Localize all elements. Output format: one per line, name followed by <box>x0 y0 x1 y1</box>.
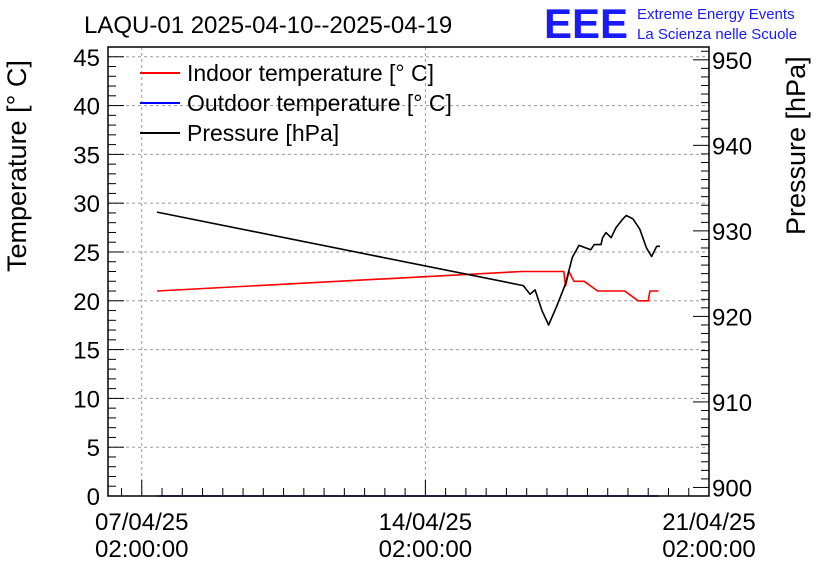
y-axis-label-right: Pressure [hPa] <box>781 56 811 235</box>
series-layer <box>156 211 660 497</box>
legend-label: Indoor temperature [° C] <box>187 60 434 86</box>
y-right-tick-label: 940 <box>712 133 752 160</box>
x-tick-label-time: 02:00:00 <box>662 536 755 563</box>
y-left-tick-label: 30 <box>73 191 100 218</box>
y-right-tick-label: 930 <box>712 219 752 246</box>
eee-logo: EEE Extreme Energy Events La Scienza nel… <box>544 0 797 47</box>
y-left-tick-label: 25 <box>73 240 100 267</box>
x-tick-label-date: 07/04/25 <box>95 509 188 536</box>
series-line-3 <box>156 211 660 326</box>
logo-line-2: La Scienza nelle Scuole <box>637 26 797 43</box>
logo-line-1: Extreme Energy Events <box>637 6 795 23</box>
series-line-1 <box>156 270 659 302</box>
x-tick-label-date: 14/04/25 <box>379 509 472 536</box>
x-tick-label-time: 02:00:00 <box>379 536 472 563</box>
y-axis-label-left: Temperature [° C] <box>2 60 32 272</box>
y-right-tick-label: 900 <box>712 475 752 502</box>
y-left-tick-label: 5 <box>87 435 100 462</box>
y-right-tick-label: 920 <box>712 304 752 331</box>
axes: 0 5 10 15 20 25 30 35 40 45 900 910 920 930 940 950 07/0… <box>73 45 755 563</box>
y-left-tick-label: 45 <box>73 45 100 72</box>
x-tick-label-time: 02:00:00 <box>95 536 188 563</box>
y-left-tick-label: 10 <box>73 386 100 413</box>
y-left-tick-label: 15 <box>73 338 100 365</box>
y-right-tick-label: 950 <box>712 48 752 75</box>
y-left-tick-label: 0 <box>87 484 100 511</box>
x-tick-label-date: 21/04/25 <box>662 509 755 536</box>
y-left-tick-label: 35 <box>73 142 100 169</box>
legend: Indoor temperature [° C] Outdoor temperat… <box>140 60 452 146</box>
legend-label: Pressure [hPa] <box>187 120 339 146</box>
y-left-tick-label: 20 <box>73 289 100 316</box>
grid-lines <box>108 47 710 496</box>
logo-mark: EEE <box>544 0 628 47</box>
y-left-tick-label: 40 <box>73 94 100 121</box>
chart-title: LAQU-01 2025-04-10--2025-04-19 <box>84 12 452 39</box>
legend-label: Outdoor temperature [° C] <box>187 90 452 116</box>
y-right-tick-label: 910 <box>712 390 752 417</box>
